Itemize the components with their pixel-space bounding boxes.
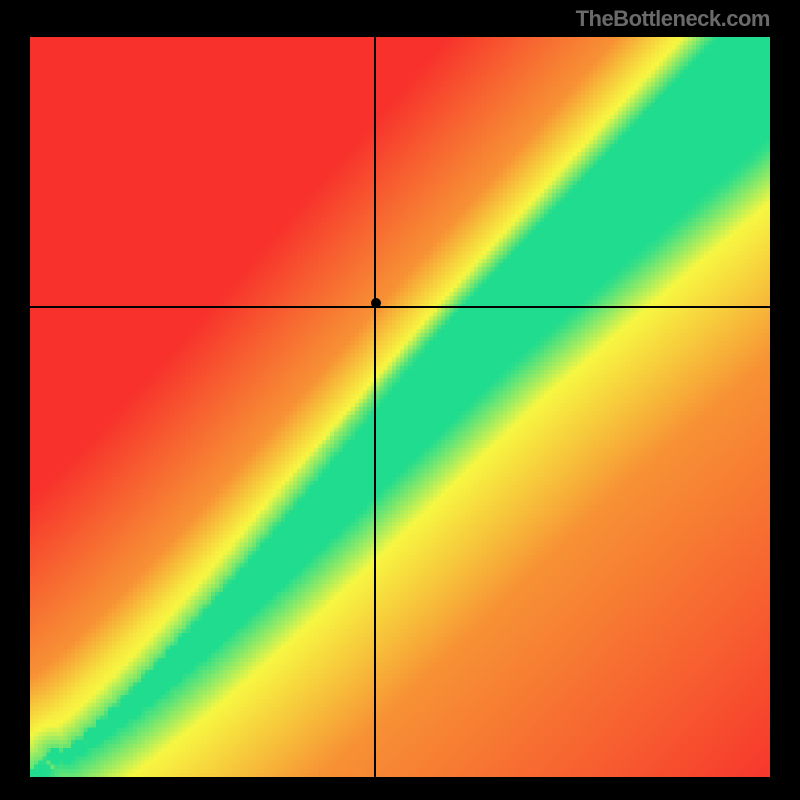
heatmap-canvas [30,37,770,777]
marker-dot [371,298,381,308]
chart-container: TheBottleneck.com [0,0,800,800]
crosshair-vertical [374,37,376,777]
plot-area [30,37,770,777]
crosshair-horizontal [30,306,770,308]
attribution-text: TheBottleneck.com [576,6,770,32]
